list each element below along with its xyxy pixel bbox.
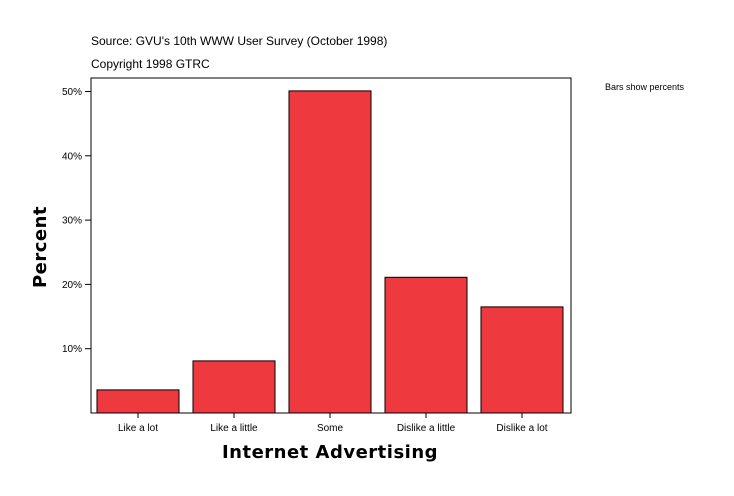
y-axis: 10% 20% 30% 40% 50% [62, 87, 91, 355]
bar-like-a-lot [96, 389, 180, 414]
y-tick-label: 10% [62, 344, 82, 355]
y-tick-label: 40% [62, 151, 82, 162]
x-tick-label: Dislike a lot [496, 423, 547, 434]
x-tick-label: Like a little [210, 423, 258, 434]
source-text: Source: GVU's 10th WWW User Survey (Octo… [91, 34, 387, 48]
bar-like-a-little [192, 360, 276, 414]
x-tick-label: Like a lot [118, 423, 158, 434]
bar-dislike-a-little [384, 276, 468, 414]
copyright-text: Copyright 1998 GTRC [91, 57, 210, 71]
y-axis-title: Percent [30, 206, 51, 288]
y-tick-label: 30% [62, 216, 82, 227]
y-tick-label: 20% [62, 280, 82, 291]
x-tick-label: Dislike a little [397, 423, 456, 434]
x-tick-label: Some [317, 423, 344, 434]
bars-group [96, 90, 564, 414]
bar-dislike-a-lot [480, 306, 564, 414]
y-tick-label: 50% [62, 87, 82, 98]
x-axis-title: Internet Advertising [222, 442, 438, 463]
x-axis: Like a lot Like a little Some Dislike a lit… [118, 413, 548, 434]
bar-some [288, 90, 372, 414]
bars-note: Bars show percents [605, 82, 685, 92]
